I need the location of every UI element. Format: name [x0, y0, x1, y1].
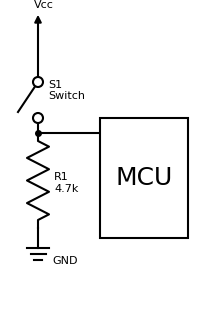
- Text: Switch: Switch: [48, 91, 85, 101]
- Text: Vcc: Vcc: [34, 0, 54, 10]
- Circle shape: [33, 113, 43, 123]
- Circle shape: [33, 77, 43, 87]
- Bar: [100, 118, 188, 238]
- Text: MCU: MCU: [115, 166, 173, 190]
- Text: GND: GND: [52, 256, 78, 266]
- Text: R1: R1: [54, 172, 69, 183]
- Text: S1: S1: [48, 80, 62, 90]
- Text: 4.7k: 4.7k: [54, 184, 78, 194]
